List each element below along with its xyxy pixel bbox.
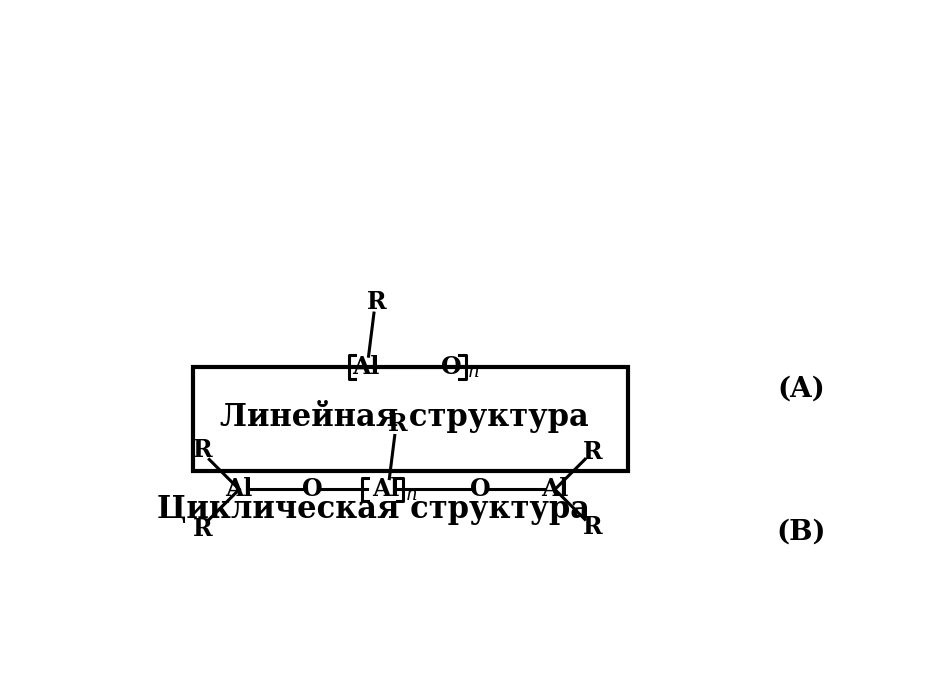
Bar: [193, 367, 628, 471]
Text: Al: Al: [372, 477, 400, 501]
Text: n: n: [405, 486, 417, 504]
Text: O: O: [302, 477, 322, 501]
Text: R: R: [583, 440, 603, 464]
Text: (B): (B): [776, 519, 826, 546]
Text: R: R: [388, 412, 408, 436]
Text: R: R: [194, 438, 212, 462]
Text: (A): (A): [777, 376, 825, 403]
Text: Линейная структура: Линейная структура: [220, 399, 589, 433]
Text: n: n: [468, 363, 479, 382]
Text: R: R: [194, 516, 212, 540]
Text: Al: Al: [226, 477, 253, 501]
Text: Циклическая структура: Циклическая структура: [157, 494, 590, 525]
Text: Al: Al: [352, 355, 380, 379]
Text: Al: Al: [541, 477, 569, 501]
Text: R: R: [368, 289, 387, 313]
Text: R: R: [583, 515, 603, 539]
Text: O: O: [441, 355, 462, 379]
Text: O: O: [470, 477, 491, 501]
